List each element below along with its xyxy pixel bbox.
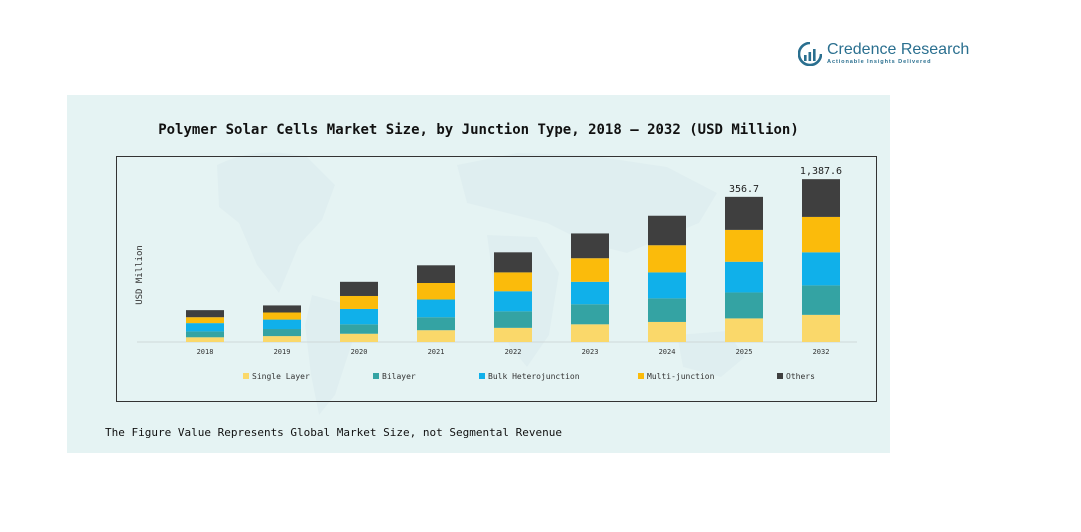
legend-label-bulk-heterojunction: Bulk Heterojunction (488, 372, 580, 381)
x-tick-label-2019: 2019 (274, 348, 291, 356)
bar-2025-multi-junction (725, 229, 763, 262)
bar-2032-others (802, 179, 840, 217)
x-tick-label-2022: 2022 (505, 348, 522, 356)
bar-2021-bulk-heterojunction (417, 299, 455, 318)
bar-2024-bilayer (648, 298, 686, 322)
x-tick-label-2021: 2021 (428, 348, 445, 356)
x-tick-label-2023: 2023 (582, 348, 599, 356)
brand-name: Credence Research (827, 41, 970, 58)
bar-2025-others (725, 196, 763, 230)
legend-label-others: Others (786, 372, 815, 381)
x-tick-label-2024: 2024 (659, 348, 676, 356)
bar-2023-single-layer (571, 324, 609, 342)
bar-2022-bilayer (494, 311, 532, 328)
bar-2023-multi-junction (571, 258, 609, 282)
bar-2019-others (263, 305, 301, 313)
y-axis-label: USD Million (135, 245, 145, 305)
legend-label-single-layer: Single Layer (252, 372, 310, 381)
bar-2019-bulk-heterojunction (263, 319, 301, 330)
legend-swatch-single-layer (243, 373, 249, 379)
bar-2023-bilayer (571, 304, 609, 325)
legend-swatch-bulk-heterojunction (479, 373, 485, 379)
bar-2023-bulk-heterojunction (571, 281, 609, 305)
bar-2032-single-layer (802, 314, 840, 342)
x-tick-label-2018: 2018 (197, 348, 214, 356)
footnote: The Figure Value Represents Global Marke… (105, 426, 562, 439)
plot-frame: USD Million 2018 2019 2020 2021 2022 2023 2024… (116, 156, 877, 402)
bar-2020-multi-junction (340, 295, 378, 309)
bar-2019-bilayer (263, 329, 301, 337)
bar-2020-bulk-heterojunction (340, 308, 378, 325)
bar-2020-others (340, 281, 378, 296)
bar-2023-others (571, 233, 609, 259)
bar-2022-multi-junction (494, 272, 532, 292)
bar-2020-single-layer (340, 333, 378, 342)
bar-2025-bulk-heterojunction (725, 261, 763, 293)
bar-2018-bulk-heterojunction (186, 323, 224, 332)
bar-2024-others (648, 215, 686, 246)
bar-2018-others (186, 310, 224, 318)
bar-2025-bilayer (725, 292, 763, 319)
bar-2032-multi-junction (802, 216, 840, 253)
bar-2032-bulk-heterojunction (802, 252, 840, 286)
bar-2018-multi-junction (186, 317, 224, 324)
x-tick-label-2025: 2025 (736, 348, 753, 356)
chart-title: Polymer Solar Cells Market Size, by Junc… (158, 122, 799, 138)
bar-2018-single-layer (186, 337, 224, 342)
data-label-2032: 1,387.6 (800, 166, 842, 177)
bar-2024-single-layer (648, 321, 686, 342)
bar-2032-bilayer (802, 285, 840, 315)
bar-2022-others (494, 252, 532, 273)
bar-2024-bulk-heterojunction (648, 272, 686, 299)
bar-2019-multi-junction (263, 312, 301, 320)
brand-tagline: Actionable Insights Delivered (827, 59, 932, 65)
data-label-2025: 356.7 (729, 184, 759, 195)
brand-logo: Credence Research Actionable Insights De… (798, 40, 970, 70)
stacked-bar-chart: USD Million 2018 2019 2020 2021 2022 2023 2024… (135, 166, 857, 381)
legend-swatch-others (777, 373, 783, 379)
bar-2022-bulk-heterojunction (494, 291, 532, 312)
bar-2021-single-layer (417, 330, 455, 342)
legend-swatch-multi-junction (638, 373, 644, 379)
legend-label-bilayer: Bilayer (382, 372, 416, 381)
bar-2019-single-layer (263, 336, 301, 342)
x-tick-label-2032: 2032 (813, 348, 830, 356)
bar-2021-bilayer (417, 317, 455, 331)
bar-2022-single-layer (494, 327, 532, 342)
bar-2025-single-layer (725, 318, 763, 342)
credence-logo-icon (798, 42, 822, 66)
bar-2018-bilayer (186, 331, 224, 338)
bar-2024-multi-junction (648, 245, 686, 273)
bar-2021-others (417, 265, 455, 283)
bar-2020-bilayer (340, 324, 378, 334)
legend-swatch-bilayer (373, 373, 379, 379)
legend-label-multi-junction: Multi-junction (647, 372, 715, 381)
x-tick-label-2020: 2020 (351, 348, 368, 356)
bar-2021-multi-junction (417, 283, 455, 300)
